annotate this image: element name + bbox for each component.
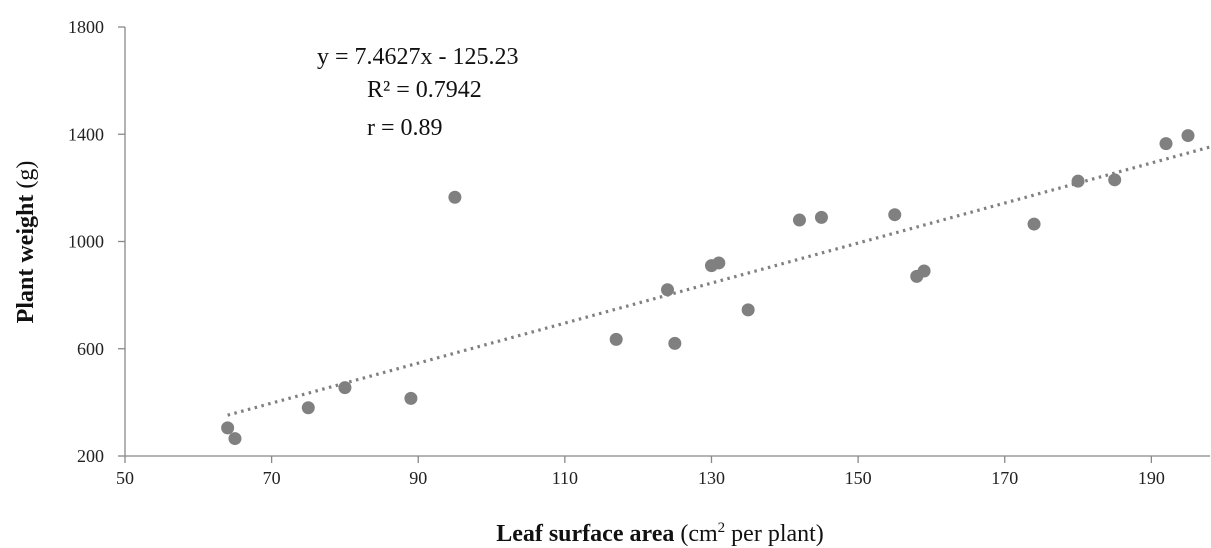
trendline	[227, 145, 1211, 417]
x-tick-label: 170	[991, 468, 1018, 488]
data-point	[1027, 217, 1041, 231]
x-axis-title: Leaf surface area (cm2 per plant)	[496, 520, 824, 547]
trendline-equation: y = 7.4627x - 125.23	[317, 44, 519, 70]
y-tick-label: 1800	[68, 17, 104, 37]
x-axis-title-main: Leaf surface area	[496, 521, 674, 547]
x-axis-title-unit: (cm	[674, 521, 718, 547]
data-point	[609, 332, 623, 346]
data-point	[1108, 173, 1122, 187]
data-point	[668, 336, 682, 350]
data-point	[301, 401, 315, 415]
data-point	[404, 391, 418, 405]
data-point	[221, 421, 235, 435]
x-tick-label: 150	[845, 468, 872, 488]
data-point	[448, 190, 462, 204]
x-tick-label: 70	[263, 468, 281, 488]
y-axis-title-unit: (g)	[13, 161, 39, 195]
x-axis-ticks: 50 70 90 110 130 150 170 190	[116, 456, 1165, 488]
y-axis-ticks: 200 600 1000 1400 1800	[68, 17, 125, 466]
r-squared-label: R² = 0.7942	[367, 77, 482, 103]
x-tick-label: 110	[552, 468, 578, 488]
y-tick-label: 200	[77, 446, 104, 466]
y-tick-label: 600	[77, 339, 104, 359]
data-point	[338, 381, 352, 395]
axes	[124, 27, 1210, 457]
data-point	[1181, 129, 1195, 143]
data-point	[712, 256, 726, 270]
x-axis-title-suffix: per plant)	[725, 521, 824, 547]
data-point	[1159, 137, 1173, 151]
x-tick-label: 130	[698, 468, 725, 488]
data-point	[228, 432, 242, 446]
y-axis-title: Plant weight (g)	[13, 161, 39, 324]
data-point	[741, 303, 755, 317]
data-point	[661, 283, 674, 297]
data-point	[888, 208, 902, 222]
r-label: r = 0.89	[367, 115, 443, 141]
data-points	[221, 129, 1195, 446]
x-tick-label: 190	[1138, 468, 1165, 488]
x-axis-title-superscript: 2	[718, 520, 726, 536]
y-tick-label: 1400	[68, 124, 104, 144]
data-point	[917, 264, 931, 278]
x-tick-label: 50	[116, 468, 134, 488]
data-point	[1071, 174, 1085, 188]
y-tick-label: 1000	[68, 232, 104, 252]
y-axis-title-main: Plant weight	[13, 195, 39, 324]
data-point	[814, 210, 828, 224]
data-point	[792, 213, 806, 227]
x-tick-label: 90	[409, 468, 427, 488]
